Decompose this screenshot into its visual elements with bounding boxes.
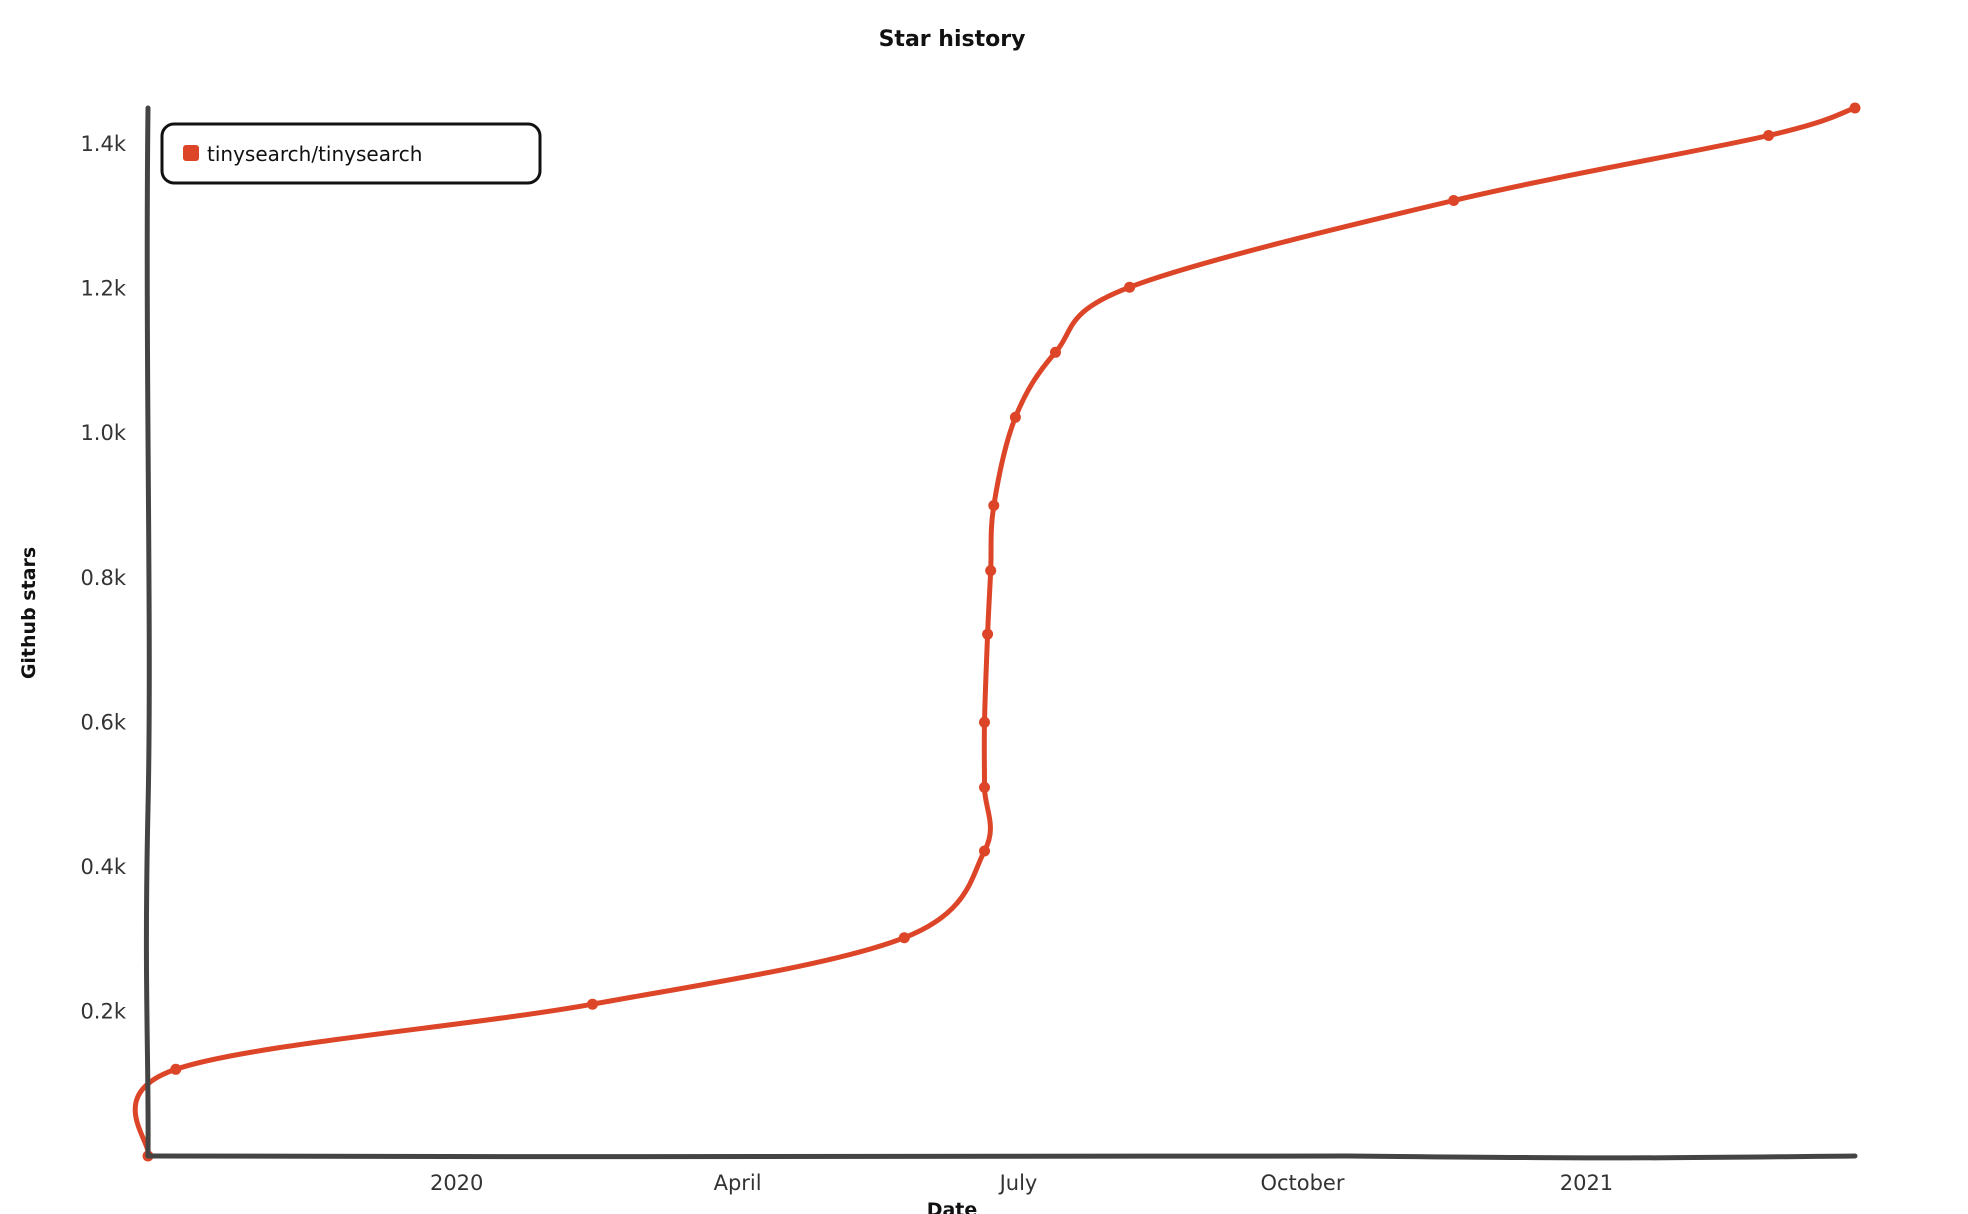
legend-label: tinysearch/tinysearch bbox=[207, 142, 422, 166]
series-points bbox=[142, 102, 1861, 1162]
legend-swatch bbox=[183, 145, 199, 161]
y-axis-ticks: 0.2k 0.4k 0.6k 0.8k 1.0k 1.2k 1.4k bbox=[80, 132, 126, 1023]
y-axis-line bbox=[143, 105, 152, 1159]
y-tick-label: 1.4k bbox=[80, 132, 126, 156]
x-tick-label: April bbox=[714, 1171, 762, 1195]
data-point bbox=[1763, 130, 1775, 141]
y-tick-label: 1.2k bbox=[80, 277, 126, 301]
x-axis-line bbox=[145, 1152, 1858, 1161]
legend: tinysearch/tinysearch bbox=[160, 122, 542, 185]
data-point bbox=[979, 716, 990, 728]
data-point bbox=[988, 500, 1000, 511]
legend-box bbox=[160, 122, 542, 185]
x-axis-label: Date bbox=[927, 1199, 978, 1214]
data-point bbox=[1050, 346, 1061, 358]
x-tick-label: 2021 bbox=[1560, 1171, 1613, 1195]
data-point bbox=[982, 628, 994, 640]
data-point bbox=[898, 932, 910, 944]
data-point bbox=[1448, 195, 1460, 206]
y-tick-label: 0.2k bbox=[80, 999, 126, 1023]
data-point bbox=[1124, 281, 1136, 293]
chart-title: Star history bbox=[879, 27, 1026, 52]
y-tick-label: 1.0k bbox=[80, 421, 126, 445]
data-point bbox=[587, 998, 598, 1010]
data-point bbox=[979, 781, 990, 793]
series-line bbox=[132, 105, 1858, 1159]
x-axis-ticks: 2020 April July October 2021 bbox=[430, 1171, 1613, 1195]
x-tick-label: October bbox=[1260, 1171, 1344, 1195]
data-point bbox=[985, 565, 997, 577]
data-point bbox=[979, 845, 990, 857]
y-tick-label: 0.6k bbox=[80, 710, 126, 734]
x-tick-label: July bbox=[998, 1171, 1038, 1195]
data-point bbox=[1849, 102, 1861, 114]
y-axis-label: Github stars bbox=[18, 547, 40, 679]
y-tick-label: 0.4k bbox=[80, 855, 126, 879]
data-point bbox=[1009, 411, 1021, 423]
y-tick-label: 0.8k bbox=[80, 566, 126, 590]
x-tick-label: 2020 bbox=[430, 1171, 483, 1195]
data-point bbox=[170, 1063, 182, 1075]
